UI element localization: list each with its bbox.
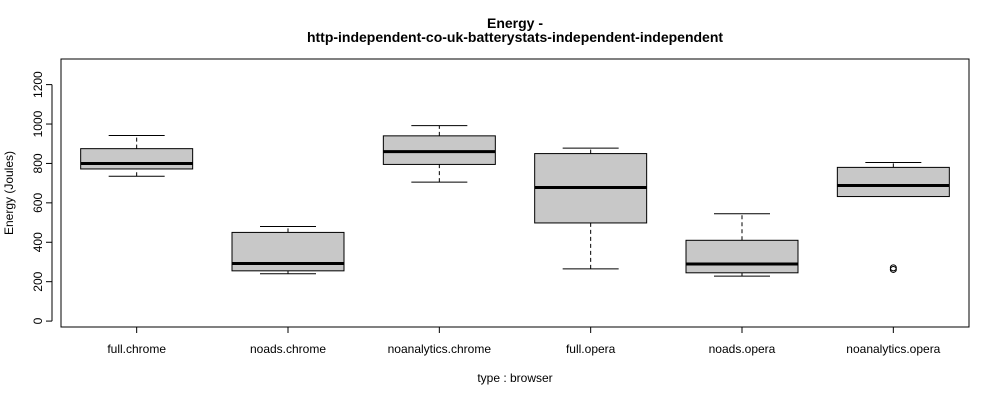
x-tick-label: noads.chrome [250, 342, 326, 356]
box-full.chrome [80, 134, 194, 177]
iqr-box [836, 166, 950, 198]
y-tick-label: 200 [31, 271, 45, 291]
y-axis: 0 200 400 600 800 1000 1200 [31, 71, 53, 324]
x-axis: full.chrome noads.chrome noanalytics.chrom… [107, 327, 941, 356]
chart-subtitle: http-independent-co-uk-batterystats-inde… [307, 29, 723, 45]
iqr-box [231, 231, 345, 272]
iqr-box [685, 239, 799, 274]
x-tick-label: noanalytics.opera [846, 342, 940, 356]
y-tick-label: 0 [31, 317, 45, 324]
boxes [80, 125, 950, 277]
y-tick-label: 600 [31, 193, 45, 213]
box-noanalytics.chrome [382, 125, 496, 183]
y-tick-label: 400 [31, 232, 45, 252]
y-axis-label: Energy (Joules) [2, 151, 16, 235]
x-tick-label: noads.opera [709, 342, 776, 356]
x-tick-label: noanalytics.chrome [388, 342, 492, 356]
box-full.opera [534, 147, 648, 270]
chart-title: Energy - [487, 15, 543, 31]
box-noads.opera [685, 213, 799, 277]
x-tick-label: full.opera [566, 342, 616, 356]
x-tick-label: full.chrome [107, 342, 166, 356]
outlier-point [889, 264, 897, 272]
y-tick-label: 800 [31, 153, 45, 173]
plot-frame [60, 58, 970, 328]
box-noads.chrome [231, 226, 345, 275]
y-tick-label: 1000 [31, 110, 45, 137]
box-noanalytics.opera [836, 161, 950, 273]
iqr-box [80, 148, 194, 170]
x-axis-label: type : browser [477, 371, 552, 385]
y-tick-label: 1200 [31, 71, 45, 98]
